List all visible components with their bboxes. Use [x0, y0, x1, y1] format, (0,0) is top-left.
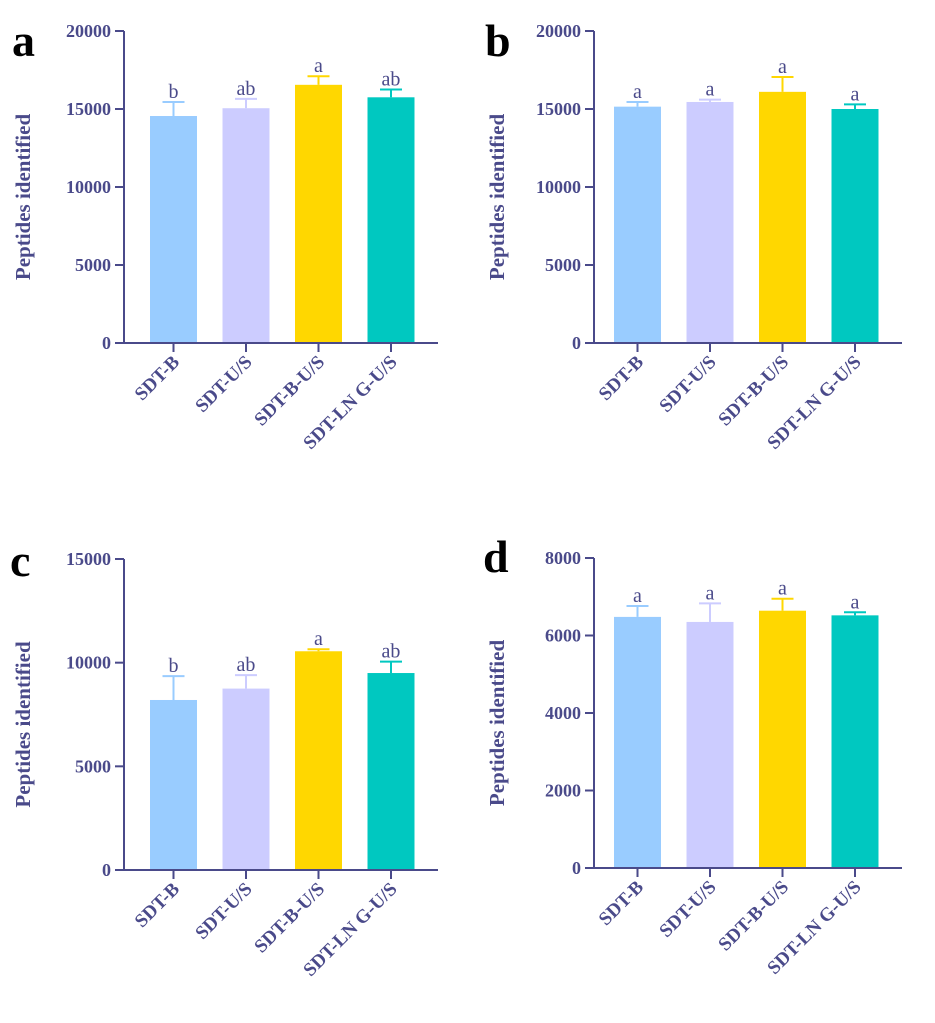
- significance-label-1: b: [169, 81, 179, 103]
- significance-label-3: a: [778, 56, 787, 78]
- bar-3: [759, 91, 806, 343]
- x-tick-label-1: SDT-B: [131, 351, 184, 404]
- x-tick-label-2: SDT-U/S: [655, 352, 720, 417]
- x-tick-label-2: SDT-U/S: [191, 352, 256, 417]
- chart-panel-b: b a SDT-B a SDT-U/S a SDT-B-U/S a SDT-LN G-U/S 0…: [468, 0, 935, 512]
- y-axis-title: Peptides identified: [11, 114, 35, 281]
- significance-label-4: a: [851, 83, 860, 105]
- panel-letter-a: a: [12, 15, 35, 66]
- y-tick-label-5: 8000: [545, 548, 581, 568]
- x-tick-label-3: SDT-B-U/S: [714, 877, 793, 956]
- y-tick-label-1: 0: [572, 858, 581, 878]
- y-tick-label-5: 20000: [536, 21, 581, 41]
- bar-2: [686, 621, 734, 868]
- y-tick-label-1: 0: [102, 333, 111, 353]
- bar-4: [831, 109, 879, 343]
- bar-1: [150, 116, 197, 344]
- bar-1: [150, 699, 197, 870]
- x-tick-label-1: SDT-B: [595, 351, 648, 404]
- significance-label-2: ab: [237, 654, 256, 676]
- bar-3: [295, 651, 342, 870]
- significance-label-1: b: [169, 655, 179, 677]
- bar-1: [614, 106, 661, 343]
- y-tick-label-5: 20000: [66, 21, 111, 41]
- significance-label-4: a: [851, 591, 860, 613]
- y-tick-label-1: 0: [102, 860, 111, 880]
- y-tick-label-4: 15000: [66, 549, 111, 569]
- y-tick-label-2: 5000: [75, 756, 111, 776]
- chart-panel-c: c b SDT-B ab SDT-U/S a SDT-B-U/S ab SDT-LN G-U/…: [0, 512, 468, 1023]
- bar-2: [222, 688, 270, 870]
- significance-label-4: ab: [382, 641, 401, 663]
- bar-3: [295, 84, 342, 343]
- y-tick-label-4: 6000: [545, 626, 581, 646]
- significance-label-2: ab: [237, 78, 256, 100]
- x-tick-label-2: SDT-U/S: [655, 877, 720, 942]
- y-axis-title: Peptides identified: [11, 641, 35, 808]
- y-tick-label-4: 15000: [536, 99, 581, 119]
- significance-label-2: a: [706, 79, 715, 101]
- panel-letter-c: c: [10, 535, 31, 586]
- bar-3: [759, 610, 806, 868]
- significance-label-4: ab: [382, 69, 401, 91]
- chart-panel-d: d a SDT-B a SDT-U/S a SDT-B-U/S a SDT-LN G-U/S 0…: [468, 512, 935, 1023]
- bar-4: [367, 673, 415, 870]
- bar-2: [222, 108, 270, 343]
- bar-4: [831, 615, 879, 868]
- y-tick-label-4: 15000: [66, 99, 111, 119]
- panel-letter-b: b: [485, 15, 511, 66]
- significance-label-1: a: [633, 81, 642, 103]
- x-tick-label-3: SDT-B-U/S: [250, 879, 329, 958]
- bar-2: [686, 101, 734, 343]
- x-tick-label-3: SDT-B-U/S: [250, 352, 329, 431]
- y-tick-label-1: 0: [572, 333, 581, 353]
- y-tick-label-2: 5000: [75, 255, 111, 275]
- y-tick-label-3: 10000: [66, 653, 111, 673]
- y-tick-label-3: 10000: [536, 177, 581, 197]
- y-tick-label-3: 4000: [545, 703, 581, 723]
- significance-label-1: a: [633, 585, 642, 607]
- x-tick-label-3: SDT-B-U/S: [714, 352, 793, 431]
- y-axis-title: Peptides identified: [485, 114, 509, 281]
- significance-label-2: a: [706, 582, 715, 604]
- y-tick-label-2: 5000: [545, 255, 581, 275]
- significance-label-3: a: [314, 55, 323, 77]
- x-tick-label-2: SDT-U/S: [191, 879, 256, 944]
- y-tick-label-3: 10000: [66, 177, 111, 197]
- panel-letter-d: d: [483, 531, 509, 582]
- bar-4: [367, 97, 415, 343]
- x-tick-label-1: SDT-B: [595, 876, 648, 929]
- significance-label-3: a: [778, 578, 787, 600]
- bar-1: [614, 616, 661, 868]
- significance-label-3: a: [314, 628, 323, 650]
- x-tick-label-1: SDT-B: [131, 878, 184, 931]
- y-tick-label-2: 2000: [545, 781, 581, 801]
- y-axis-title: Peptides identified: [485, 640, 509, 807]
- chart-panel-a: a b SDT-B ab SDT-U/S a SDT-B-U/S ab SDT-LN G-U/…: [0, 0, 468, 512]
